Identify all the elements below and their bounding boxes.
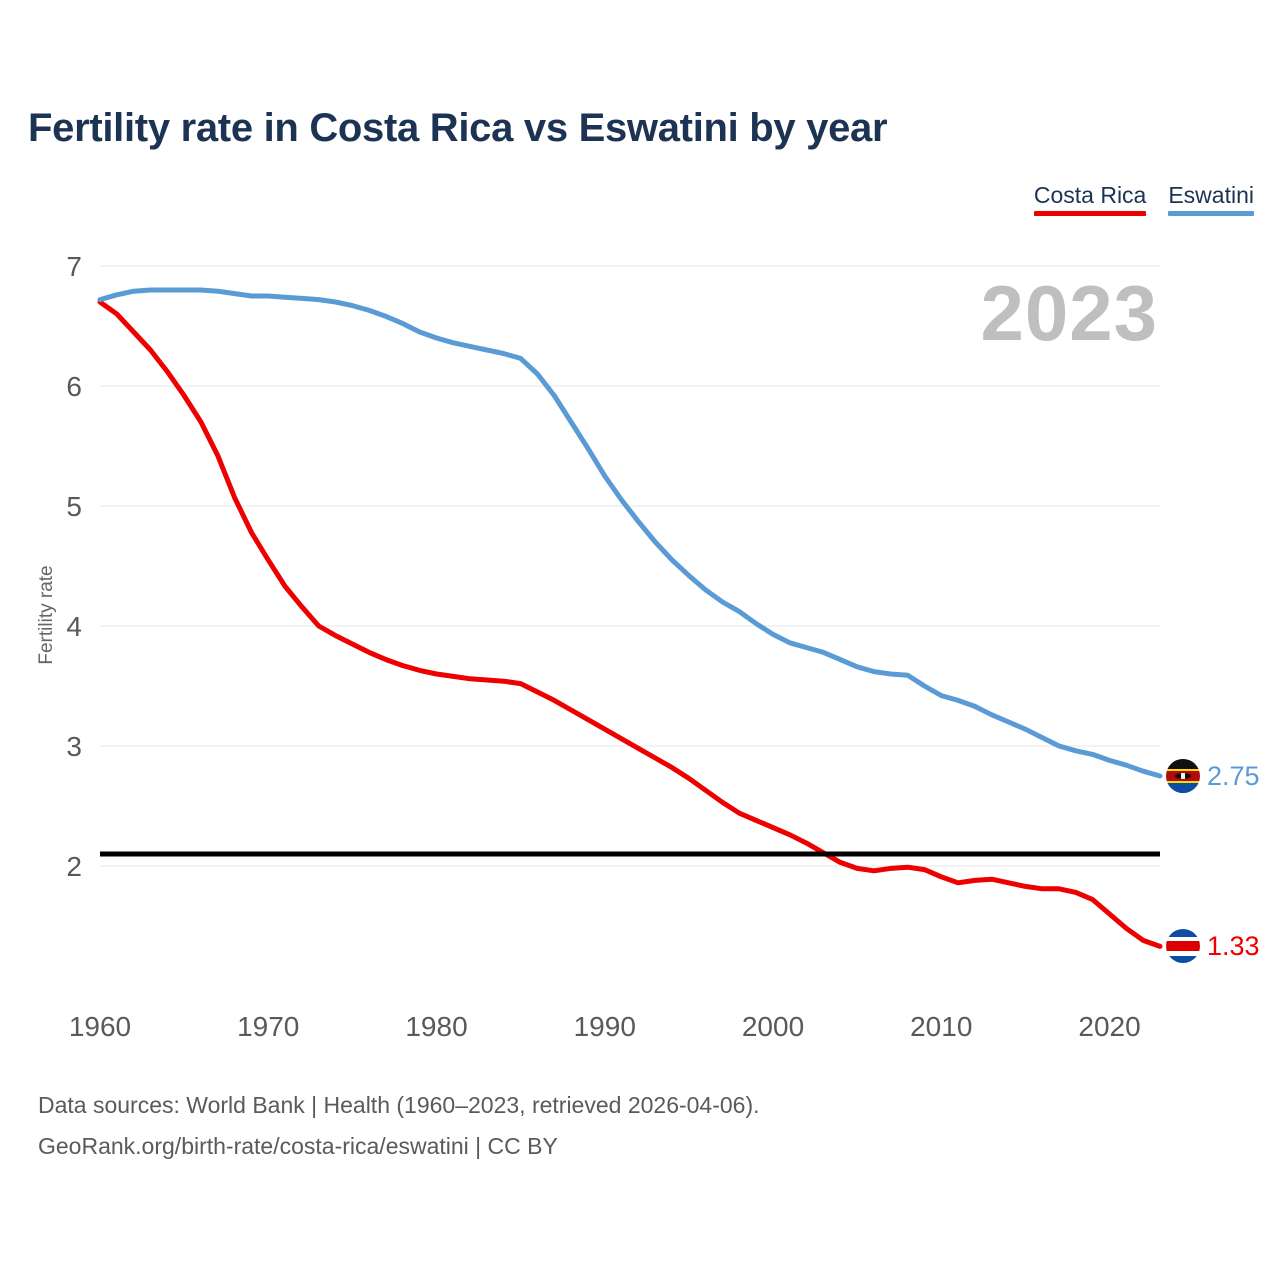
chart-legend: Costa Rica Eswatini — [1033, 182, 1254, 216]
series-line-costa-rica — [97, 299, 1163, 949]
x-tick-label-1960: 1960 — [69, 1011, 131, 1042]
x-tick-label-1970: 1970 — [237, 1011, 299, 1042]
costa-rica-endpoint: 1.33 — [1166, 929, 1260, 964]
legend-color-swatch-costa-rica — [1033, 211, 1147, 216]
eswatini-flag-icon — [1166, 759, 1200, 793]
year-watermark: 2023 — [980, 269, 1158, 357]
legend-color-swatch-eswatini — [1168, 211, 1254, 216]
costa-rica-flag-icon — [1166, 929, 1200, 964]
legend-item-costa-rica[interactable]: Costa Rica — [1033, 182, 1147, 216]
footer-attribution: GeoRank.org/birth-rate/costa-rica/eswati… — [38, 1133, 558, 1159]
x-tick-label-1980: 1980 — [405, 1011, 467, 1042]
y-tick-label-5: 5 — [66, 491, 82, 522]
footer-data-sources: Data sources: World Bank | Health (1960–… — [38, 1092, 760, 1118]
x-tick-label-1990: 1990 — [574, 1011, 636, 1042]
x-tick-label-2000: 2000 — [742, 1011, 804, 1042]
x-tick-label-2020: 2020 — [1078, 1011, 1140, 1042]
y-tick-label-4: 4 — [66, 611, 82, 642]
page-title: Fertility rate in Costa Rica vs Eswatini… — [28, 106, 888, 150]
eswatini-endpoint-value: 2.75 — [1207, 760, 1260, 791]
legend-label-costa-rica: Costa Rica — [1033, 182, 1147, 208]
y-axis-title: Fertility rate — [36, 565, 57, 664]
footer: Data sources: World Bank | Health (1960–… — [38, 1085, 760, 1167]
y-tick-label-7: 7 — [66, 251, 82, 282]
costa-rica-endpoint-value: 1.33 — [1207, 930, 1260, 961]
legend-label-eswatini: Eswatini — [1168, 182, 1254, 208]
eswatini-endpoint: 2.75 — [1166, 759, 1260, 793]
y-tick-label-6: 6 — [66, 371, 82, 402]
series-line-eswatini — [97, 287, 1163, 779]
y-tick-label-3: 3 — [66, 731, 82, 762]
x-tick-label-2010: 2010 — [910, 1011, 972, 1042]
legend-item-eswatini[interactable]: Eswatini — [1168, 182, 1254, 216]
y-tick-label-2: 2 — [66, 851, 82, 882]
